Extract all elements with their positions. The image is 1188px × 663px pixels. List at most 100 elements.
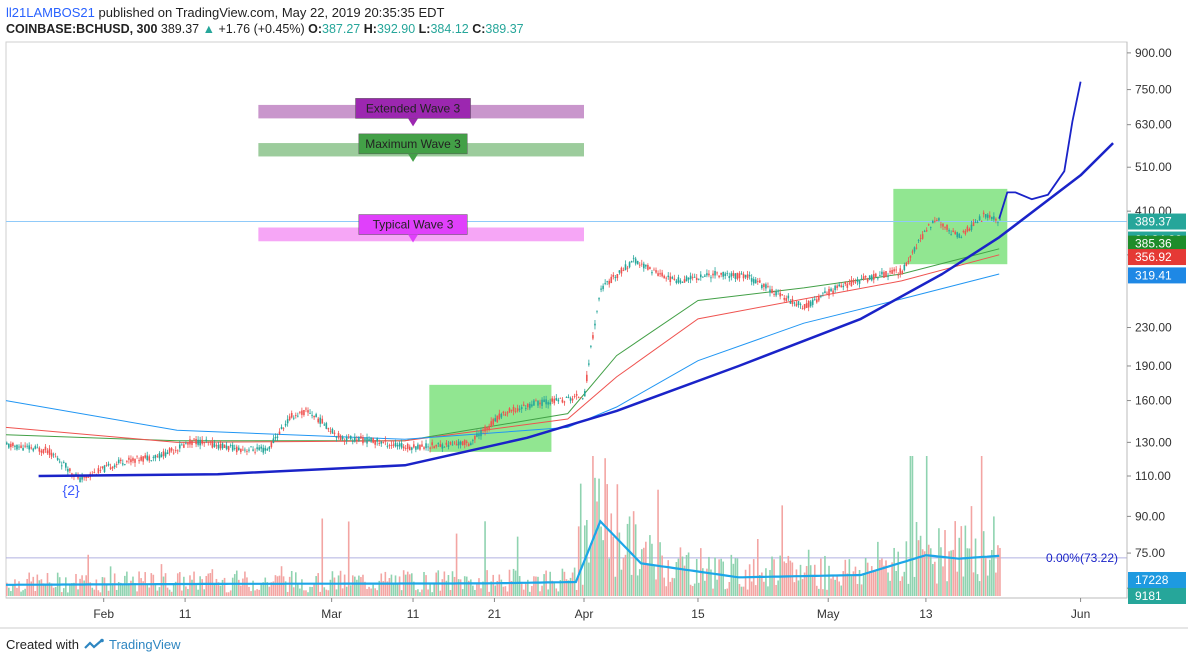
volume-bar	[12, 584, 14, 596]
candle-body	[689, 275, 692, 280]
y-tick-label: 230.00	[1135, 321, 1172, 335]
volume-bar	[461, 589, 464, 596]
x-tick-label: 11	[407, 607, 420, 621]
volume-bar	[370, 588, 372, 596]
candle-body	[117, 459, 120, 464]
candle-body	[632, 257, 635, 259]
volume-bar	[411, 573, 413, 596]
volume-bar	[860, 584, 863, 596]
volume-bar	[174, 581, 177, 596]
volume-bar	[360, 576, 362, 596]
volume-bar	[533, 576, 535, 596]
candle-body	[476, 433, 478, 437]
candle-body	[508, 408, 511, 413]
volume-bar	[274, 575, 277, 596]
candle-body	[441, 444, 444, 449]
volume-bar	[217, 582, 220, 596]
candle-body	[748, 275, 751, 277]
candle-body	[299, 411, 301, 413]
candle-body	[537, 400, 539, 406]
candle-body	[594, 323, 596, 326]
volume-bar	[506, 591, 509, 596]
x-tick-label: 11	[179, 607, 192, 621]
candle-body	[899, 268, 902, 275]
open-value: 387.27	[322, 22, 361, 36]
candle-body	[976, 221, 979, 224]
volume-bar	[811, 576, 814, 596]
tradingview-brand[interactable]: TradingView	[108, 637, 181, 652]
y-tick-label: 190.00	[1135, 359, 1172, 373]
candle-body	[702, 276, 704, 278]
candle-body	[691, 277, 694, 279]
volume-bar	[467, 580, 470, 596]
volume-bar	[844, 559, 847, 596]
volume-bar	[425, 575, 427, 596]
volume-bar	[396, 583, 399, 596]
candle-body	[119, 459, 122, 461]
candle-body	[836, 285, 838, 289]
volume-bar	[636, 575, 639, 596]
candle-body	[736, 272, 739, 279]
candle-body	[227, 446, 230, 451]
candle-body	[376, 438, 379, 442]
candle-body	[101, 466, 104, 468]
candle-body	[10, 443, 12, 448]
candle-body	[244, 449, 246, 451]
candle-body	[54, 456, 57, 458]
volume-bar	[345, 586, 348, 596]
candle-body	[242, 449, 244, 451]
candle-body	[799, 304, 802, 306]
volume-bar	[809, 565, 812, 596]
plot-area	[5, 41, 1128, 599]
volume-bar	[463, 576, 466, 596]
candle-body	[457, 441, 460, 446]
candle-body	[789, 301, 792, 304]
candle-body	[571, 398, 574, 401]
volume-bar	[879, 559, 881, 596]
candle-body	[565, 396, 568, 398]
candle-body	[240, 448, 242, 453]
volume-bar	[750, 581, 753, 596]
candle-body	[99, 469, 102, 471]
volume-bar	[777, 580, 779, 596]
volume-bar	[988, 559, 991, 596]
volume-bar	[496, 580, 499, 596]
volume-bar	[940, 547, 942, 596]
callout-0: Extended Wave 3	[355, 98, 471, 127]
candle-body	[649, 267, 651, 270]
candle-body	[531, 404, 533, 407]
candle-body	[301, 410, 303, 415]
x-tick-label: Jun	[1071, 607, 1090, 621]
candle-body	[765, 284, 767, 289]
candle-body	[478, 434, 480, 437]
candle-body	[498, 413, 501, 420]
volume-bar	[376, 590, 379, 596]
volume-bar	[783, 561, 786, 596]
volume-bar	[498, 574, 501, 596]
volume-bar	[476, 583, 478, 596]
volume-bar	[315, 576, 317, 596]
candle-body	[294, 415, 297, 416]
volume-bar	[195, 585, 197, 596]
volume-bar	[907, 583, 910, 596]
candle-body	[559, 397, 562, 399]
candle-body	[425, 443, 427, 449]
candle-body	[683, 279, 686, 283]
candle-body	[44, 446, 47, 451]
candle-body	[427, 446, 429, 448]
author-name[interactable]: ll21LAMBOS21	[6, 5, 95, 20]
volume-bar	[278, 575, 281, 596]
volume-bar	[848, 559, 851, 596]
volume-bar	[474, 589, 476, 596]
candle-body	[995, 218, 997, 221]
candle-body	[502, 411, 505, 414]
candle-body	[193, 438, 195, 440]
volume-bar	[264, 577, 267, 596]
volume-bar	[781, 505, 784, 596]
volume-bar	[233, 574, 236, 596]
volume-bar	[254, 590, 256, 596]
candle-body	[630, 261, 633, 263]
candle-body	[494, 418, 497, 422]
x-tick-label: May	[817, 607, 840, 621]
